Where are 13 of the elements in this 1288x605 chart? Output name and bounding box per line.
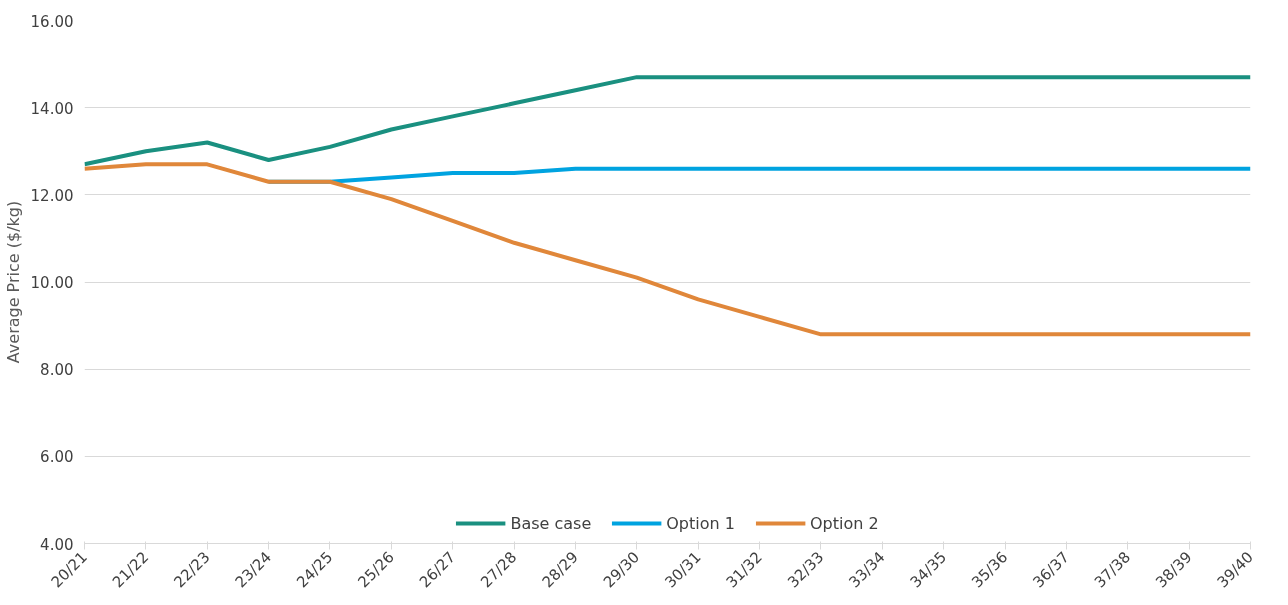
y-tick-label: 8.00 xyxy=(40,361,74,380)
y-tick-label: 16.00 xyxy=(30,12,74,31)
line-series xyxy=(84,162,1251,337)
y-tick-label: 14.00 xyxy=(30,99,74,118)
y-axis-title: Average Price ($/kg) xyxy=(3,200,23,364)
legend-label: Option 1 xyxy=(666,513,735,533)
y-tick-label: 10.00 xyxy=(30,274,74,292)
line-series xyxy=(84,75,1251,167)
y-tick-label: 12.00 xyxy=(30,186,74,205)
legend-label: Base case xyxy=(510,513,592,533)
y-tick-label: 6.00 xyxy=(40,448,74,467)
y-tick-label: 4.00 xyxy=(40,535,74,554)
legend-label: Option 2 xyxy=(809,513,879,533)
